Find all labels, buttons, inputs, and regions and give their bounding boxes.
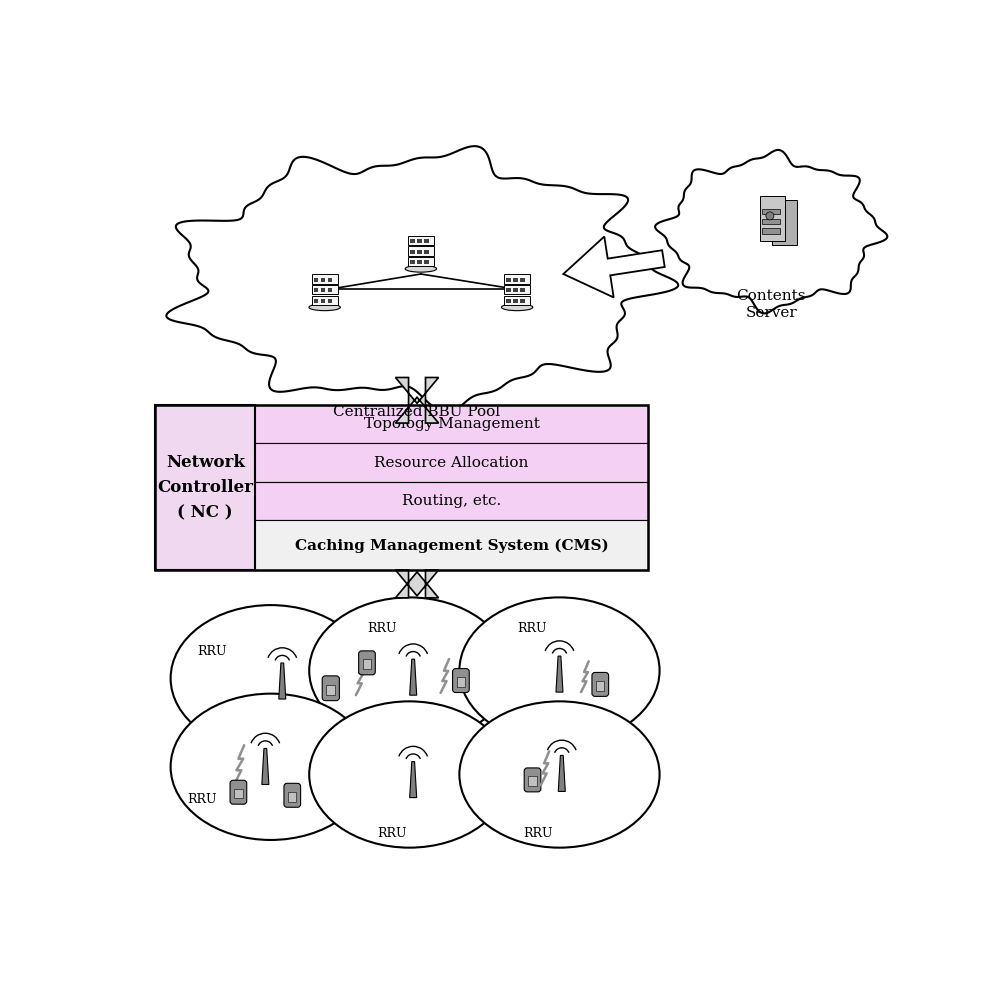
Polygon shape xyxy=(564,237,665,297)
Bar xyxy=(513,278,518,282)
Text: RRU: RRU xyxy=(188,793,217,806)
Polygon shape xyxy=(261,748,268,785)
Bar xyxy=(762,228,780,234)
FancyBboxPatch shape xyxy=(284,783,300,807)
Bar xyxy=(520,288,525,292)
FancyBboxPatch shape xyxy=(322,676,339,701)
Bar xyxy=(513,288,518,292)
Text: RRU: RRU xyxy=(377,827,407,840)
Bar xyxy=(408,246,434,256)
Bar xyxy=(235,789,243,798)
Circle shape xyxy=(765,212,774,220)
Bar xyxy=(328,299,332,303)
Bar xyxy=(506,288,511,292)
Bar xyxy=(520,299,525,303)
Ellipse shape xyxy=(171,694,371,840)
Bar xyxy=(513,299,518,303)
Bar xyxy=(288,792,296,802)
Bar xyxy=(529,776,537,786)
Bar xyxy=(520,278,525,282)
FancyBboxPatch shape xyxy=(230,780,247,804)
Bar xyxy=(311,296,338,305)
Ellipse shape xyxy=(171,605,371,751)
Bar xyxy=(311,285,338,294)
Bar xyxy=(255,405,648,443)
Polygon shape xyxy=(166,146,678,412)
Bar xyxy=(255,482,648,520)
Text: Caching Management System (CMS): Caching Management System (CMS) xyxy=(295,538,608,553)
Bar xyxy=(314,288,318,292)
Polygon shape xyxy=(655,150,888,313)
Bar xyxy=(759,196,785,241)
Bar xyxy=(772,200,797,245)
Polygon shape xyxy=(396,377,438,423)
Bar xyxy=(321,278,325,282)
FancyBboxPatch shape xyxy=(452,669,469,693)
Bar xyxy=(416,250,421,254)
Bar xyxy=(255,443,648,482)
Text: Contents
Server: Contents Server xyxy=(737,289,806,320)
FancyBboxPatch shape xyxy=(359,651,376,675)
Text: Topology Management: Topology Management xyxy=(364,417,540,431)
Text: Network
Controller
( NC ): Network Controller ( NC ) xyxy=(157,454,253,521)
Bar xyxy=(328,278,332,282)
Text: RRU: RRU xyxy=(517,622,547,635)
Ellipse shape xyxy=(309,597,509,744)
Bar xyxy=(416,239,421,243)
Bar xyxy=(416,260,421,264)
Bar xyxy=(311,274,338,284)
Text: RRU: RRU xyxy=(367,622,397,635)
Text: Resource Allocation: Resource Allocation xyxy=(375,456,529,470)
Bar xyxy=(596,681,604,691)
Bar xyxy=(314,278,318,282)
Bar xyxy=(424,260,428,264)
Bar xyxy=(504,285,530,294)
Text: RRU: RRU xyxy=(523,827,553,840)
Ellipse shape xyxy=(309,701,509,848)
Bar xyxy=(408,257,434,266)
Ellipse shape xyxy=(459,597,660,744)
Bar xyxy=(504,296,530,305)
Ellipse shape xyxy=(309,304,340,311)
Bar xyxy=(255,520,648,570)
Bar xyxy=(155,405,255,570)
Bar xyxy=(363,659,371,669)
Bar xyxy=(410,260,414,264)
Text: RRU: RRU xyxy=(198,645,227,658)
Bar xyxy=(456,677,465,687)
Bar xyxy=(155,405,648,570)
Bar xyxy=(410,239,414,243)
Bar xyxy=(321,288,325,292)
Bar xyxy=(506,278,511,282)
Bar xyxy=(321,299,325,303)
Ellipse shape xyxy=(406,265,436,272)
Bar xyxy=(504,274,530,284)
Bar xyxy=(408,236,434,245)
Bar xyxy=(328,288,332,292)
Bar xyxy=(314,299,318,303)
Bar xyxy=(410,250,414,254)
Ellipse shape xyxy=(459,701,660,848)
Bar xyxy=(762,209,780,214)
Polygon shape xyxy=(556,656,563,692)
Bar xyxy=(762,219,780,224)
Polygon shape xyxy=(410,762,416,798)
Bar xyxy=(326,685,335,695)
Text: Routing, etc.: Routing, etc. xyxy=(402,494,501,508)
Bar xyxy=(424,239,428,243)
Polygon shape xyxy=(410,659,416,695)
FancyBboxPatch shape xyxy=(524,768,541,792)
Bar xyxy=(506,299,511,303)
Text: Centralized BBU Pool: Centralized BBU Pool xyxy=(333,405,501,419)
Ellipse shape xyxy=(501,304,533,311)
FancyBboxPatch shape xyxy=(592,672,608,696)
Polygon shape xyxy=(278,663,286,699)
Polygon shape xyxy=(559,755,566,791)
Polygon shape xyxy=(396,570,438,598)
Bar xyxy=(424,250,428,254)
